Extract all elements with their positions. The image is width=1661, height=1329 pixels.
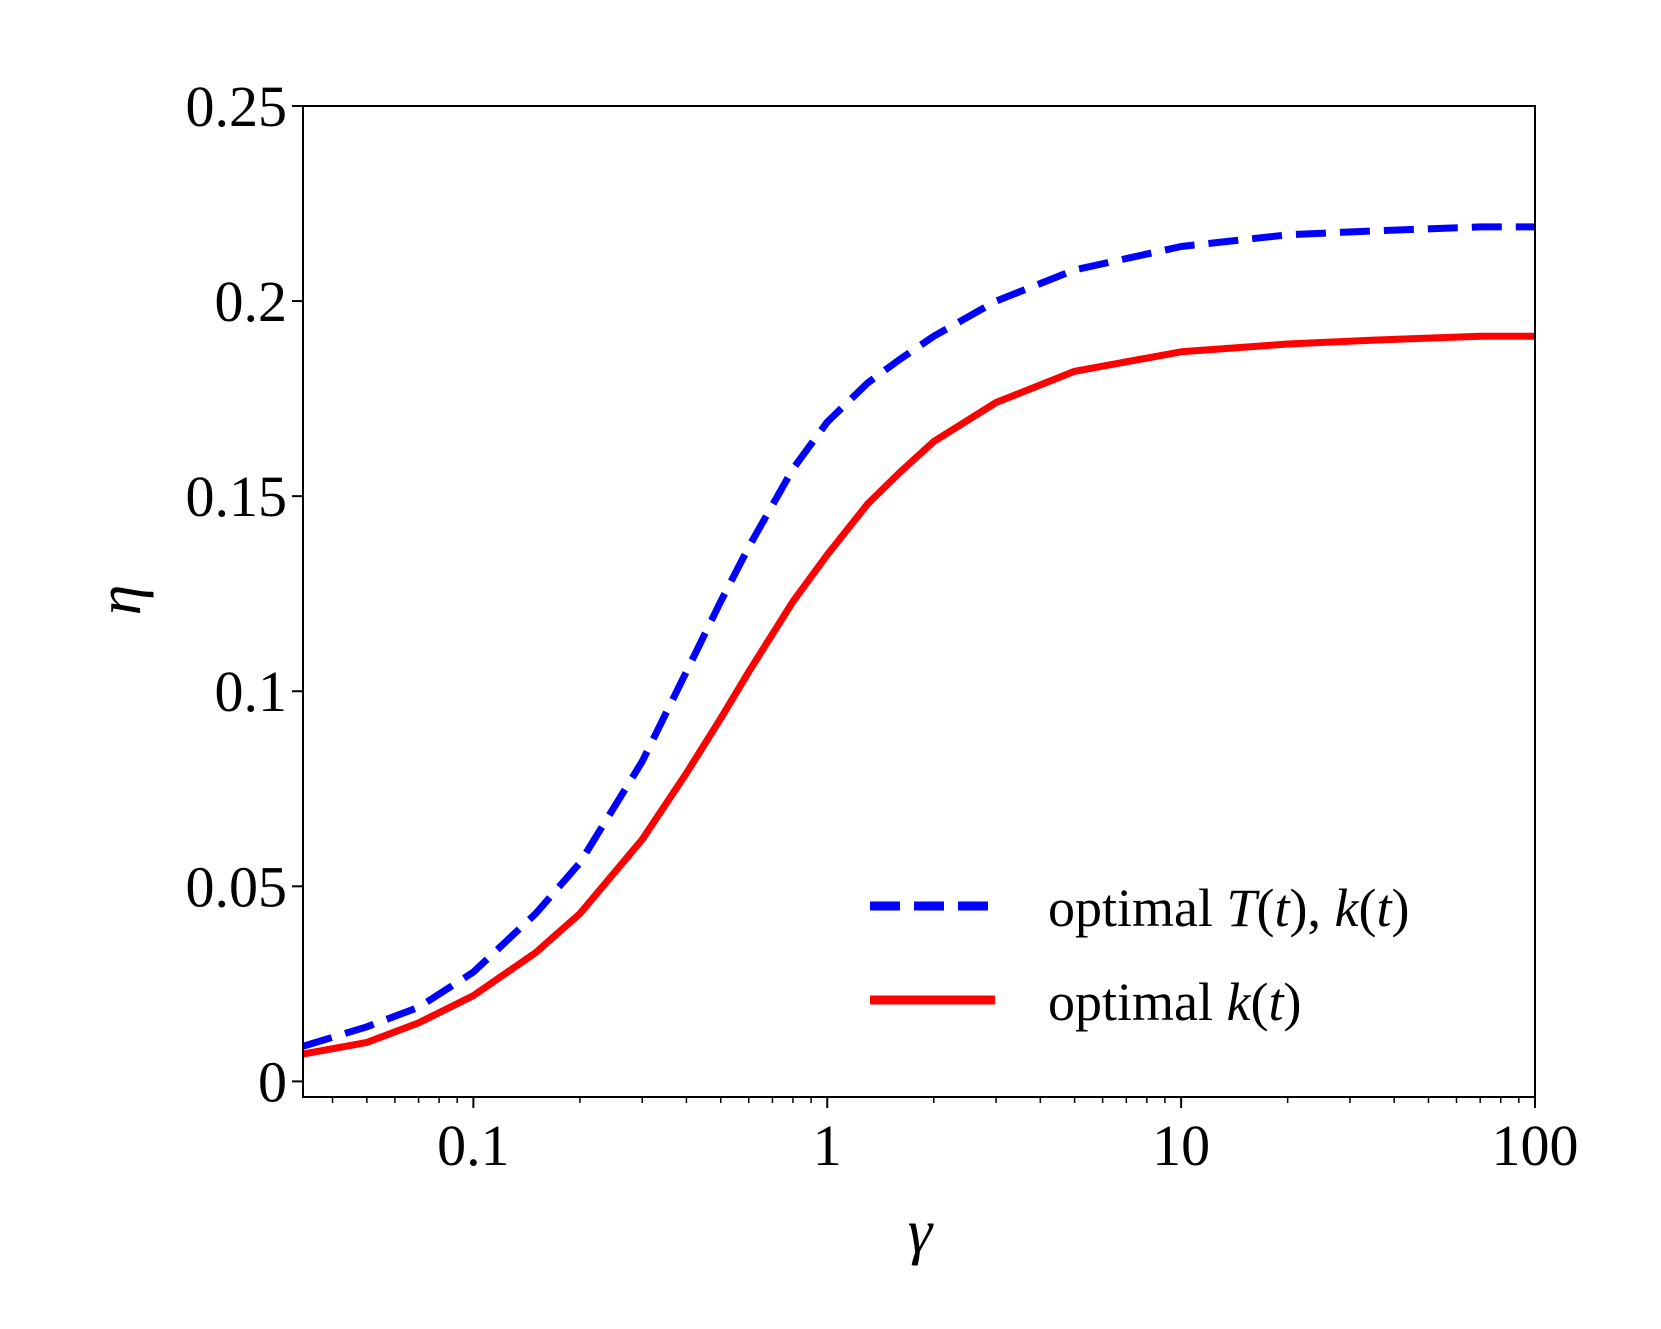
y-tick-label: 0	[258, 1049, 287, 1114]
x-tick-label: 1	[813, 1113, 842, 1178]
y-tick-label: 0.15	[186, 464, 288, 529]
plot-area-frame	[302, 105, 1536, 1098]
x-tick-label: 10	[1152, 1113, 1210, 1178]
y-axis-label: η	[86, 585, 154, 616]
y-tick-label: 0.05	[186, 854, 288, 919]
x-axis-label: γ	[908, 1198, 934, 1266]
legend-label-optimal-t-k: optimal T(t), k(t)	[1048, 878, 1409, 938]
tick-layer: 0.1 1 10 100 0 0.05 0.1 0.15 0.2 0.25	[186, 74, 1579, 1178]
y-tick-label: 0.2	[215, 269, 288, 334]
legend-label-optimal-k: optimal k(t)	[1048, 972, 1301, 1032]
series-line-1	[303, 332, 1535, 1058]
y-tick-label: 0.25	[186, 74, 288, 139]
series-layer	[303, 223, 1535, 1058]
series-line-0	[303, 223, 1535, 1050]
legend: optimal T(t), k(t) optimal k(t)	[870, 878, 1409, 1032]
x-tick-label: 100	[1492, 1113, 1579, 1178]
x-tick-label: 0.1	[437, 1113, 510, 1178]
y-tick-label: 0.1	[215, 659, 288, 724]
